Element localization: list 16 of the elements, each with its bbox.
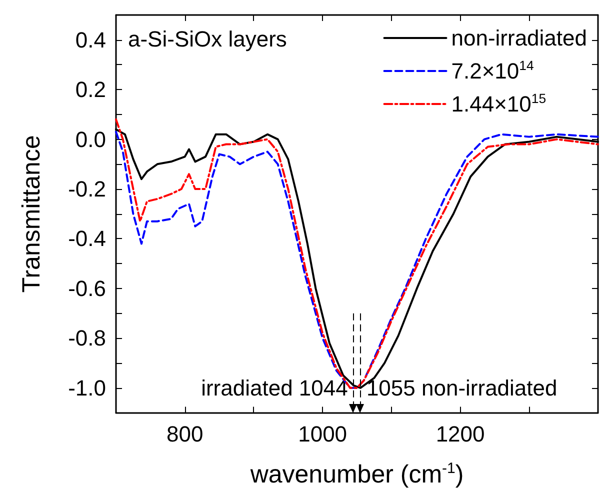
y-tick-label: 0.0	[75, 126, 106, 152]
y-tick-label: -0.6	[68, 276, 106, 301]
y-tick-label: -0.4	[68, 226, 106, 252]
y-tick-label: -1.0	[68, 375, 106, 400]
ref-line-label: irradiated 1044	[201, 375, 348, 400]
y-axis-title: Transmittance	[18, 135, 46, 293]
x-tick-label: 1200	[436, 421, 485, 446]
y-tick-label: -0.2	[68, 176, 106, 202]
annotation: a-Si-SiOx layers	[128, 26, 287, 52]
x-tick-label: 800	[166, 421, 204, 446]
x-tick-label: 1000	[298, 421, 348, 446]
ref-line-label: 1055 non-irradiated	[366, 375, 558, 400]
y-tick-label: 0.4	[75, 27, 106, 52]
y-tick-label: 0.2	[75, 77, 106, 102]
legend-label: non-irradiated	[451, 26, 587, 50]
y-tick-label: -0.8	[68, 326, 106, 351]
